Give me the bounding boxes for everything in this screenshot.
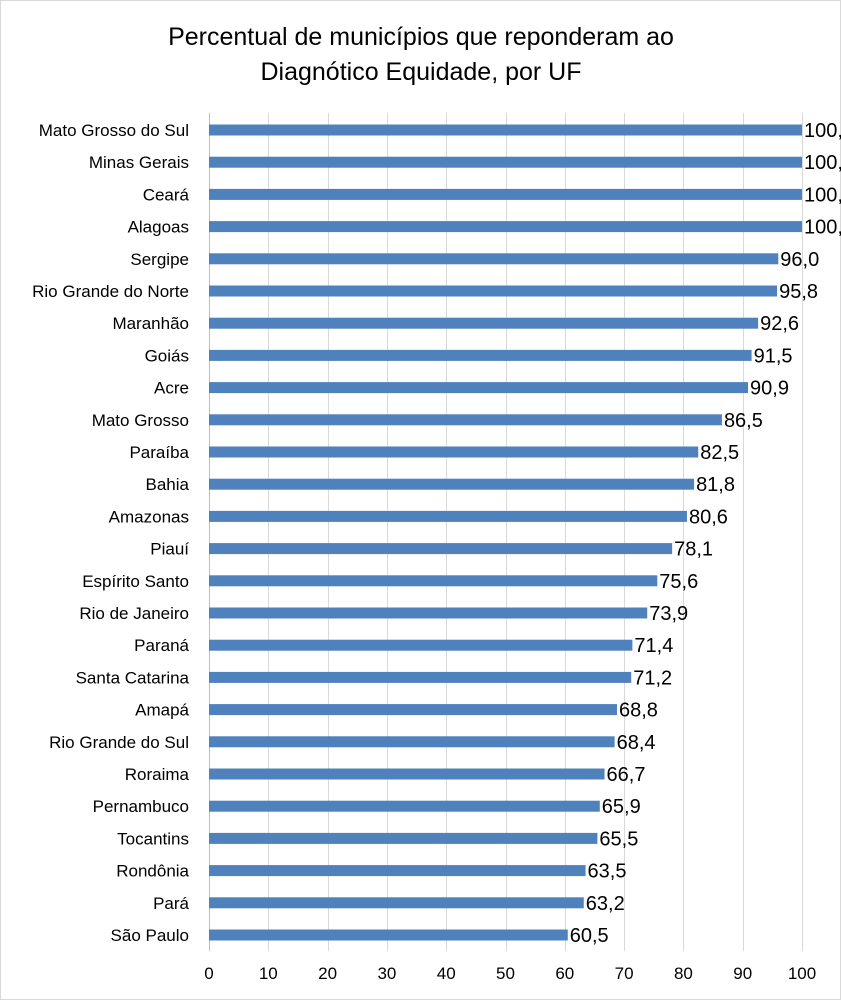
data-label: 78,1	[674, 539, 713, 561]
category-label: Santa Catarina	[76, 668, 190, 687]
data-label: 100,0	[804, 152, 841, 174]
category-label: Paraíba	[129, 443, 189, 462]
category-label: Acre	[154, 379, 189, 398]
category-label: Mato Grosso	[92, 411, 189, 430]
chart-title-line-1: Percentual de municípios que reponderam …	[168, 23, 674, 51]
category-label: Rio Grande do Sul	[49, 733, 189, 752]
bar	[209, 510, 687, 522]
category-label: Espírito Santo	[82, 572, 189, 591]
data-label: 68,4	[617, 732, 656, 754]
category-label: Roraima	[125, 765, 190, 784]
bar	[209, 253, 779, 265]
data-label: 90,9	[750, 378, 789, 400]
category-label: Rio de Janeiro	[79, 604, 189, 623]
data-label: 60,5	[570, 925, 609, 947]
x-axis-ticks: 0 10 20 30 40 50 60 70 80 90 100	[204, 964, 816, 983]
bar	[209, 929, 568, 941]
category-label: Minas Gerais	[89, 153, 189, 172]
value-labels: 100,0 100,0 100,0 100,0 96,0 95,8 92,6 91,5 90,9…	[570, 120, 841, 947]
data-label: 63,2	[586, 893, 625, 915]
category-label: Paraná	[134, 636, 189, 655]
chart-title-line-2: Diagnótico Equidade, por UF	[260, 58, 581, 86]
data-label: 95,8	[779, 281, 818, 303]
data-label: 82,5	[700, 442, 739, 464]
x-tick-label: 20	[318, 964, 337, 983]
data-label: 80,6	[689, 506, 728, 528]
x-tick-label: 50	[496, 964, 515, 983]
bar	[209, 382, 749, 394]
category-label: Pará	[153, 894, 189, 913]
bar	[209, 832, 598, 844]
bar	[209, 317, 759, 329]
bar	[209, 736, 615, 748]
category-label: Goiás	[145, 346, 189, 365]
bar	[209, 478, 695, 490]
data-label: 100,0	[804, 184, 841, 206]
x-tick-label: 40	[437, 964, 456, 983]
bar	[209, 156, 802, 168]
category-label: Bahia	[146, 475, 190, 494]
bar	[209, 865, 586, 877]
category-label: Maranhão	[112, 314, 189, 333]
category-label: Alagoas	[128, 218, 189, 237]
category-label: Piauí	[150, 540, 189, 559]
x-tick-label: 100	[788, 964, 816, 983]
x-tick-label: 0	[204, 964, 213, 983]
category-label: Amapá	[135, 701, 189, 720]
data-label: 71,2	[633, 667, 672, 689]
bar	[209, 897, 584, 909]
bar	[209, 221, 802, 233]
x-tick-label: 70	[615, 964, 634, 983]
bar	[209, 188, 802, 200]
chart-title: Percentual de municípios que reponderam …	[168, 23, 674, 86]
category-label: Sergipe	[130, 250, 189, 269]
bar	[209, 704, 617, 716]
data-label: 81,8	[696, 474, 735, 496]
category-labels: Mato Grosso do Sul Minas Gerais Ceará Alago…	[32, 121, 189, 945]
bar	[209, 800, 600, 812]
bar	[209, 414, 722, 426]
data-label: 65,9	[602, 796, 641, 818]
bar	[209, 607, 648, 619]
data-label: 86,5	[724, 410, 763, 432]
category-label: Ceará	[143, 185, 190, 204]
category-label: Pernambuco	[93, 797, 189, 816]
bar	[209, 575, 658, 587]
bar	[209, 671, 632, 683]
data-label: 66,7	[607, 764, 646, 786]
category-label: Rio Grande do Norte	[32, 282, 189, 301]
data-label: 63,5	[588, 861, 627, 883]
x-tick-label: 10	[259, 964, 278, 983]
data-label: 65,5	[599, 828, 638, 850]
category-label: Rondônia	[116, 862, 189, 881]
data-label: 91,5	[754, 345, 793, 367]
category-label: Mato Grosso do Sul	[39, 121, 189, 140]
data-label: 71,4	[634, 635, 673, 657]
bar	[209, 349, 752, 361]
bar	[209, 639, 633, 651]
bar	[209, 543, 673, 555]
data-label: 75,6	[659, 571, 698, 593]
bar	[209, 446, 699, 458]
bar	[209, 768, 605, 780]
bar	[209, 124, 802, 136]
data-label: 100,0	[804, 120, 841, 142]
x-tick-label: 30	[377, 964, 396, 983]
data-label: 73,9	[649, 603, 688, 625]
x-tick-label: 60	[555, 964, 574, 983]
category-label: Tocantins	[117, 829, 189, 848]
category-label: São Paulo	[111, 926, 189, 945]
x-tick-label: 80	[674, 964, 693, 983]
x-tick-label: 90	[733, 964, 752, 983]
bar	[209, 285, 778, 297]
data-label: 100,0	[804, 217, 841, 239]
data-label: 68,8	[619, 700, 658, 722]
data-label: 96,0	[780, 249, 819, 271]
bars	[209, 124, 802, 941]
gridlines	[209, 113, 803, 951]
category-label: Amazonas	[109, 507, 189, 526]
data-label: 92,6	[760, 313, 799, 335]
